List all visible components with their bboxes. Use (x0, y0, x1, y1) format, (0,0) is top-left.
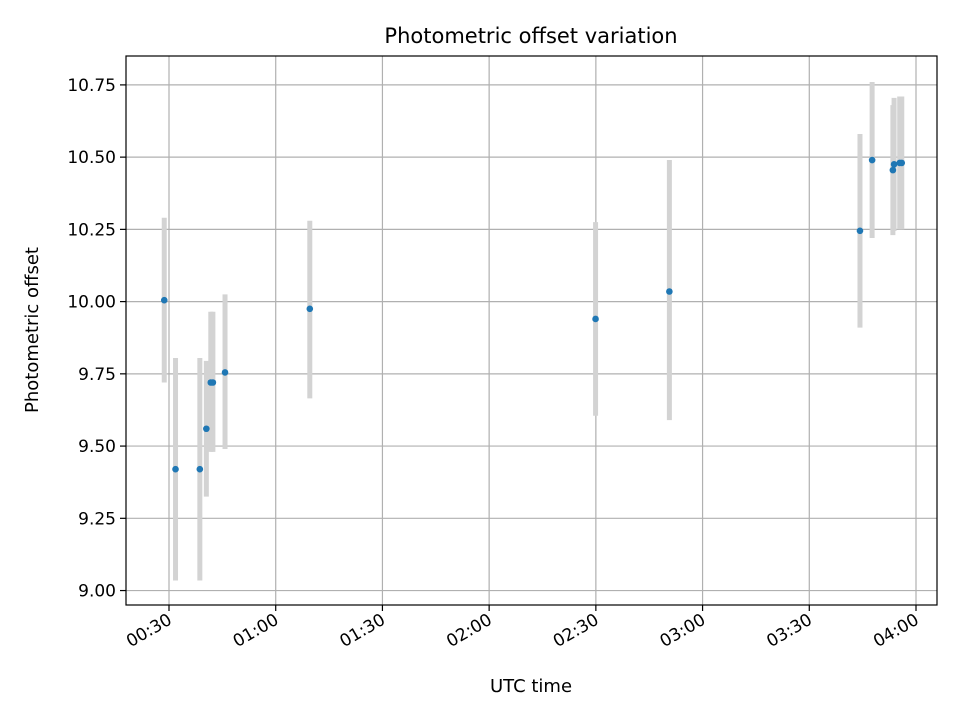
y-tick-label: 10.50 (67, 148, 116, 168)
grid-lines (126, 56, 937, 605)
y-tick-label: 10.00 (67, 293, 116, 313)
y-tick-label: 9.50 (78, 437, 116, 457)
y-axis-label: Photometric offset (22, 247, 43, 413)
x-axis-label: UTC time (490, 676, 572, 697)
data-point (898, 159, 906, 167)
data-point (856, 227, 864, 235)
data-points (160, 156, 906, 473)
data-point (196, 465, 204, 473)
data-point (306, 305, 314, 313)
y-tick-label: 9.00 (78, 582, 116, 602)
data-point (890, 161, 898, 168)
chart-title: Photometric offset variation (384, 24, 677, 48)
data-point (221, 369, 229, 376)
y-axis-ticks: 9.00 9.25 9.50 9.75 10.00 10.25 10.50 10.75 (67, 76, 126, 602)
data-point (868, 156, 876, 164)
data-point (592, 315, 599, 323)
y-tick-label: 9.25 (78, 509, 116, 529)
data-point (203, 425, 210, 433)
data-point (666, 288, 673, 295)
plot-frame (125, 55, 938, 606)
data-point (209, 379, 217, 386)
y-tick-label: 10.75 (67, 76, 116, 96)
data-point (160, 296, 168, 304)
y-tick-label: 9.75 (78, 365, 116, 385)
data-point (889, 166, 897, 174)
plot-area (126, 56, 937, 605)
y-tick-label: 10.25 (67, 220, 116, 240)
data-point (172, 465, 179, 473)
